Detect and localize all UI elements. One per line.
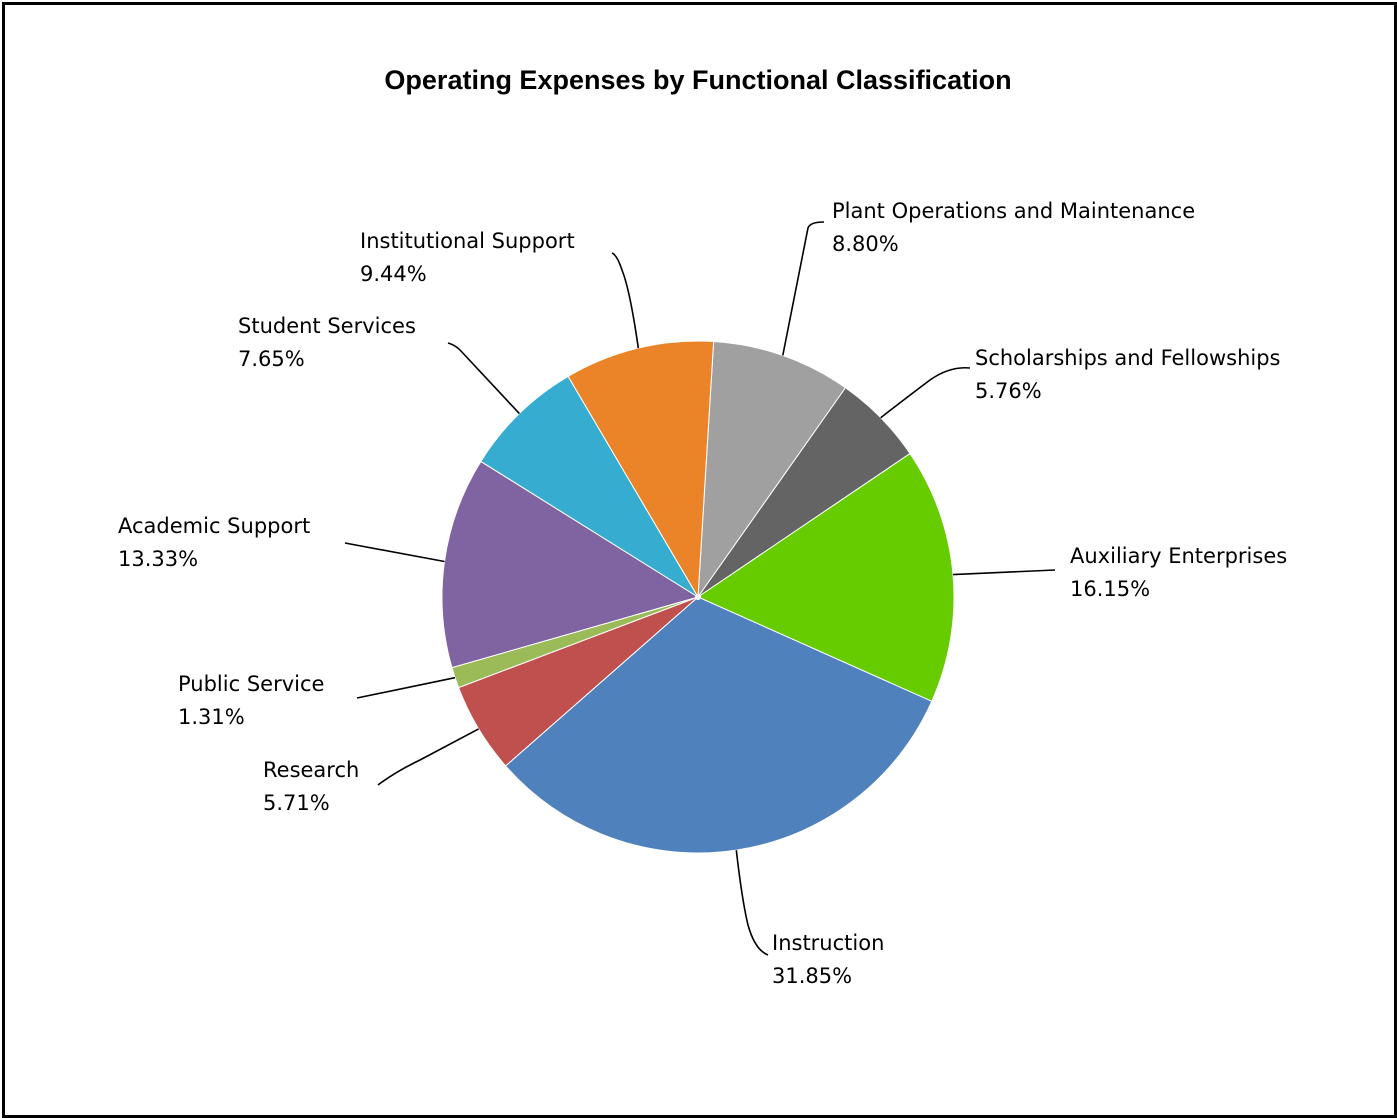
label-institutional-support: Institutional Support — [360, 229, 575, 253]
data-labels: Plant Operations and Maintenance 8.80% Sch… — [118, 199, 1287, 988]
leader-lines — [344, 221, 1056, 956]
leader-line-plant-operations-and-maintenance — [782, 221, 825, 356]
slice-academic-support — [441, 460, 700, 669]
leader-line-auxiliary-enterprises — [952, 569, 1056, 576]
label-academic-support: Academic Support — [118, 514, 310, 538]
value-instruction: 31.85% — [772, 964, 852, 988]
value-public-service: 1.31% — [178, 705, 245, 729]
pie-center-dot — [695, 594, 701, 600]
leader-line-research — [377, 728, 479, 786]
leader-line-student-services — [447, 342, 520, 415]
leader-line-public-service — [356, 676, 456, 699]
value-institutional-support: 9.44% — [360, 262, 427, 286]
chart-title: Operating Expenses by Functional Classif… — [384, 65, 1011, 95]
leader-line-institutional-support — [611, 252, 640, 349]
slice-plant-operations-and-maintenance — [697, 340, 847, 599]
value-research: 5.71% — [263, 791, 330, 815]
slice-instruction — [504, 596, 933, 854]
label-student-services: Student Services — [238, 314, 416, 338]
leader-line-instruction — [735, 850, 769, 956]
label-plant-operations-and-maintenance: Plant Operations and Maintenance — [832, 199, 1195, 223]
value-student-services: 7.65% — [238, 347, 305, 371]
label-scholarships-and-fellowships: Scholarships and Fellowships — [975, 346, 1280, 370]
label-public-service: Public Service — [178, 672, 324, 696]
value-plant-operations-and-maintenance: 8.80% — [832, 232, 899, 256]
leader-line-scholarships-and-fellowships — [880, 366, 971, 419]
label-research: Research — [263, 758, 359, 782]
value-auxiliary-enterprises: 16.15% — [1070, 577, 1150, 601]
label-auxiliary-enterprises: Auxiliary Enterprises — [1070, 544, 1287, 568]
label-instruction: Instruction — [772, 931, 884, 955]
value-academic-support: 13.33% — [118, 547, 198, 571]
value-scholarships-and-fellowships: 5.76% — [975, 379, 1042, 403]
leader-line-academic-support — [344, 542, 445, 563]
